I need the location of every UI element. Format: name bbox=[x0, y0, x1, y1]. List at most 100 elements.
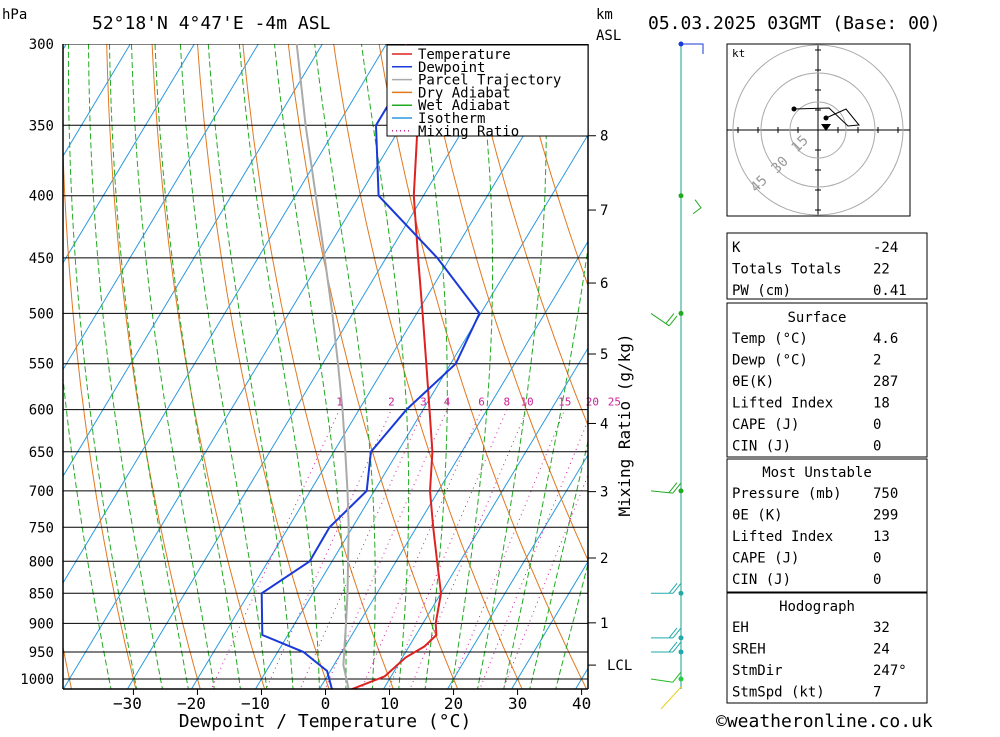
index-row-label: Totals Totals bbox=[732, 262, 842, 278]
mixing-ratio-tick-label: 2 bbox=[388, 396, 395, 409]
temp-tick-label: 30 bbox=[508, 694, 527, 713]
hodograph-param-row-value: 7 bbox=[873, 685, 881, 701]
index-row-value: -24 bbox=[873, 240, 898, 256]
most-unstable-row-label: CIN (J) bbox=[732, 572, 791, 588]
isotherm-line bbox=[0, 8, 24, 710]
pressure-tick-label: 950 bbox=[29, 645, 54, 661]
km-tick-label: 2 bbox=[600, 551, 608, 567]
surface-row-value: 0 bbox=[873, 417, 881, 433]
wind-barb-feather bbox=[672, 582, 682, 594]
wet-adiabat-line bbox=[67, 44, 138, 689]
hodograph-param-row-label: StmSpd (kt) bbox=[732, 685, 825, 701]
wet-adiabat-line bbox=[108, 44, 189, 689]
wind-barb bbox=[681, 43, 704, 54]
legend-label: Parcel Trajectory bbox=[418, 73, 561, 89]
hodograph-ring bbox=[732, 44, 904, 216]
mixing-ratio-line bbox=[324, 409, 448, 689]
legend-label: Temperature bbox=[418, 47, 511, 63]
km-tick-label: 5 bbox=[600, 347, 608, 363]
wind-profile bbox=[650, 41, 704, 710]
surface-row-value: 287 bbox=[873, 374, 898, 390]
dry-adiabat-line bbox=[242, 44, 394, 689]
surface-row-label: θE(K) bbox=[732, 374, 774, 390]
dry-adiabat-line bbox=[952, 8, 1000, 710]
hodograph-param-row-value: 32 bbox=[873, 620, 890, 636]
km-sub-label: ASL bbox=[596, 28, 621, 44]
wet-adiabat-line bbox=[130, 44, 215, 689]
pressure-tick-label: 650 bbox=[29, 445, 54, 461]
km-tick-label: 8 bbox=[600, 129, 608, 145]
most-unstable-title: Most Unstable bbox=[762, 465, 872, 481]
copyright-label: ©weatheronline.co.uk bbox=[716, 711, 933, 732]
hodograph-ring bbox=[789, 101, 847, 159]
mixing-ratio-tick-label: 15 bbox=[558, 396, 571, 409]
mixing-ratio-tick-label: 6 bbox=[478, 396, 485, 409]
isotherm-line bbox=[318, 240, 588, 689]
temp-tick-label: 0 bbox=[321, 694, 331, 713]
hodograph-point bbox=[791, 106, 797, 112]
legend-label: Wet Adiabat bbox=[418, 98, 511, 114]
pressure-tick-label: 850 bbox=[29, 586, 54, 602]
temp-tick-label: 10 bbox=[380, 694, 399, 713]
lcl-label: LCL bbox=[607, 658, 632, 674]
isotherm-line bbox=[446, 453, 588, 689]
storm-motion-marker bbox=[821, 124, 831, 131]
wet-adiabat-line bbox=[273, 44, 347, 689]
mixing-ratio-line bbox=[502, 473, 588, 689]
most-unstable-row-value: 750 bbox=[873, 486, 898, 502]
wind-barb-feather bbox=[672, 671, 682, 683]
dry-adiabat-line bbox=[63, 136, 137, 689]
wind-barb bbox=[692, 199, 702, 215]
pressure-tick-label: 600 bbox=[29, 403, 54, 419]
legend-label: Isotherm bbox=[418, 111, 485, 127]
most-unstable-row-value: 299 bbox=[873, 508, 898, 524]
surface-row-label: Temp (°C) bbox=[732, 331, 808, 347]
pressure-tick-label: 800 bbox=[29, 554, 54, 570]
km-tick-label: 3 bbox=[600, 485, 608, 501]
background-lines bbox=[0, 8, 1000, 710]
pressure-tick-label: 750 bbox=[29, 520, 54, 536]
x-axis-label: Dewpoint / Temperature (°C) bbox=[179, 711, 472, 732]
hodograph-param-row-label: StmDir bbox=[732, 663, 783, 679]
most-unstable-row-value: 13 bbox=[873, 529, 890, 545]
mixing-ratio-line bbox=[409, 409, 528, 689]
hodograph-param-row-value: 247° bbox=[873, 663, 907, 679]
stats-tables: K -24 Totals Totals 22 PW (cm) 0.41 Surface Tem… bbox=[726, 232, 928, 704]
index-row-label: PW (cm) bbox=[732, 283, 791, 299]
legend-label: Mixing Ratio bbox=[418, 124, 519, 140]
wind-barb bbox=[650, 313, 670, 327]
mixing-ratio-tick-label: 4 bbox=[444, 396, 451, 409]
mixing-ratio-line bbox=[479, 419, 588, 689]
dry-adiabat-line bbox=[378, 44, 588, 689]
wind-level-dot bbox=[678, 488, 684, 494]
wet-adiabat-line bbox=[450, 44, 494, 689]
wind-barb bbox=[650, 678, 673, 683]
hodograph-params-title: Hodograph bbox=[779, 599, 855, 615]
isotherm-line bbox=[63, 44, 195, 264]
hodograph-param-row-value: 24 bbox=[873, 642, 890, 658]
legend-label: Dry Adiabat bbox=[418, 85, 511, 101]
surface-title: Surface bbox=[787, 310, 846, 326]
datetime-label: 05.03.2025 03GMT (Base: 00) bbox=[648, 13, 941, 34]
wind-barb-feather bbox=[668, 627, 678, 639]
km-unit-label: km bbox=[596, 7, 613, 23]
hodograph-point bbox=[823, 115, 829, 121]
pressure-unit-label: hPa bbox=[2, 7, 27, 23]
wind-barb-feather bbox=[665, 313, 675, 324]
dry-adiabat-line bbox=[333, 44, 523, 689]
dewpoint-line bbox=[260, 44, 481, 689]
dry-adiabat-line bbox=[151, 44, 266, 689]
wind-level-dot bbox=[678, 590, 684, 596]
isotherm-line bbox=[510, 560, 588, 689]
wind-barb-feather bbox=[668, 315, 678, 327]
mixing-ratio-line bbox=[210, 409, 341, 689]
surface-row-value: 0 bbox=[873, 439, 881, 455]
isotherm-line bbox=[63, 44, 259, 371]
mixing-ratio-tick-label: 1 bbox=[336, 396, 343, 409]
isotherm-line bbox=[63, 44, 323, 478]
wind-level-dot bbox=[678, 193, 684, 199]
mixing-ratio-tick-label: 20 bbox=[586, 396, 599, 409]
hodograph-param-row-label: SREH bbox=[732, 642, 766, 658]
wind-barb-feather bbox=[668, 582, 678, 594]
wet-adiabat-line bbox=[63, 373, 112, 689]
